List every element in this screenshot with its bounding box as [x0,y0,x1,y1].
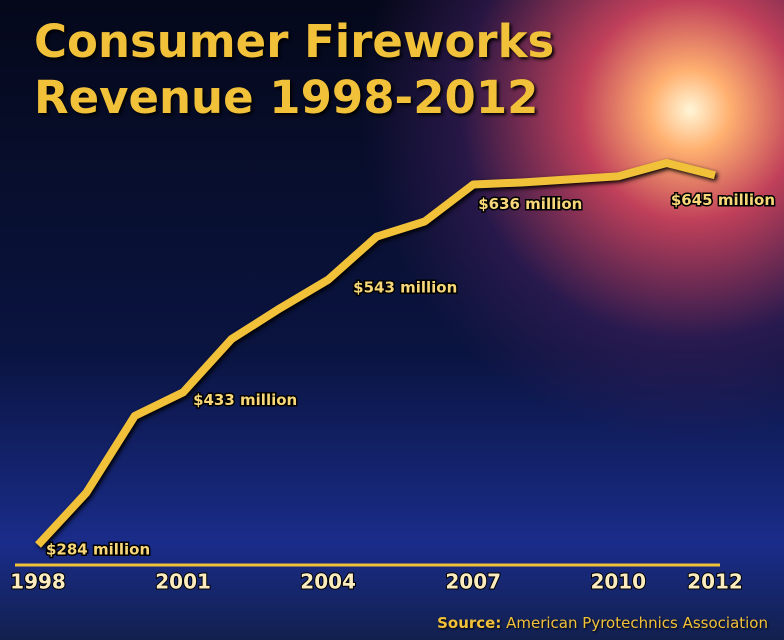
x-tick-label: 2004 [300,570,356,594]
data-label: $284 million [46,541,150,559]
data-label: $636 million [478,195,582,213]
line [35,159,716,548]
x-tick-label: 2001 [155,570,211,594]
x-tick-label: 2007 [445,570,501,594]
x-tick-label: 1998 [10,570,66,594]
source: Source: American Pyrotechnics Associatio… [437,614,768,632]
data-label: $645 million [671,191,775,209]
x-tick-label: 2012 [687,570,743,594]
data-label: $543 million [353,278,457,296]
source-text: American Pyrotechnics Association [506,614,768,632]
source-label: Source: [437,614,502,632]
chart-title: Consumer Fireworks Revenue 1998-2012 [34,15,555,124]
x-tick-label: 2010 [590,570,646,594]
data-label: $433 million [193,391,297,409]
